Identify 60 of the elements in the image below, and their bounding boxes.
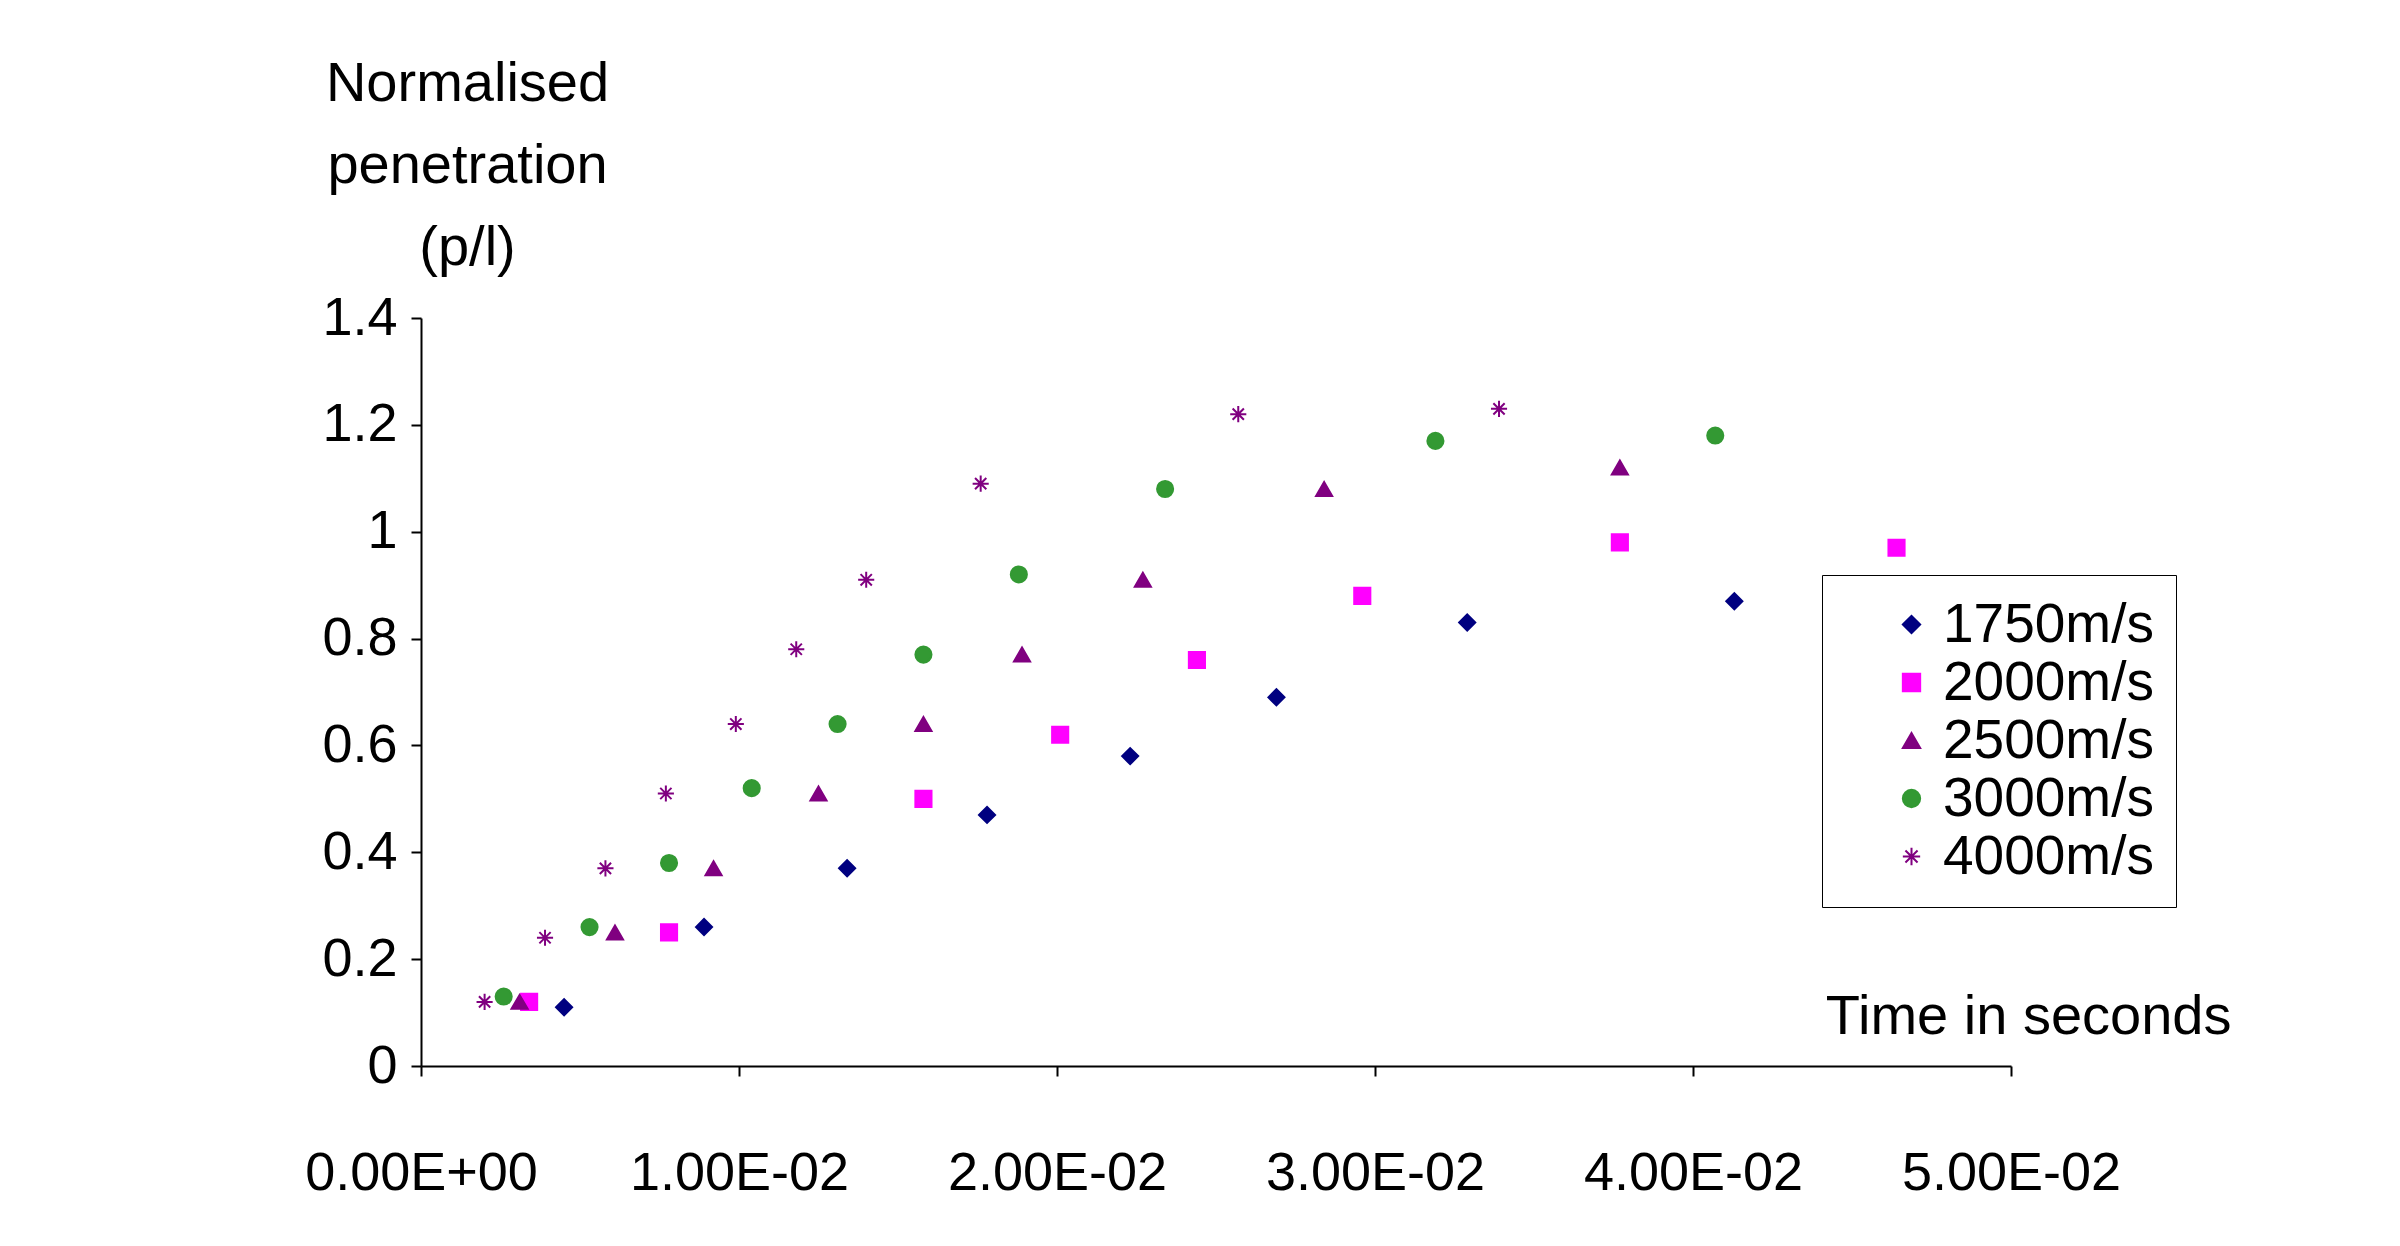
point xyxy=(580,918,599,937)
point xyxy=(1012,646,1032,663)
x-tick-label: 2.00E-02 xyxy=(947,1140,1168,1201)
point xyxy=(1353,586,1372,605)
point xyxy=(1725,592,1744,611)
point xyxy=(787,640,806,659)
point xyxy=(694,918,714,937)
point xyxy=(726,715,745,734)
point xyxy=(971,474,990,493)
point xyxy=(1121,747,1140,766)
y-tick-label: 0.6 xyxy=(322,712,398,773)
point xyxy=(555,998,574,1017)
point xyxy=(1610,533,1629,552)
x-axis-title: Time in seconds xyxy=(1825,982,2232,1046)
y-tick-label: 0.2 xyxy=(322,926,398,987)
x-tick-label: 1.00E-02 xyxy=(629,1140,850,1201)
point xyxy=(1267,688,1286,707)
x-tick-label: 4.00E-02 xyxy=(1583,1140,1804,1201)
point xyxy=(475,992,494,1011)
point xyxy=(659,853,679,873)
point xyxy=(535,928,555,947)
point xyxy=(494,987,513,1006)
point xyxy=(1458,613,1477,632)
point xyxy=(1009,565,1028,584)
point xyxy=(1315,480,1334,497)
point xyxy=(656,784,675,803)
y-tick-label: 0.8 xyxy=(322,606,398,667)
point xyxy=(914,716,933,733)
point xyxy=(914,645,933,664)
point xyxy=(1156,479,1175,499)
point xyxy=(977,805,997,824)
point xyxy=(809,785,828,802)
x-tick-label: 3.00E-02 xyxy=(1265,1140,1486,1201)
point xyxy=(828,715,847,734)
point xyxy=(596,859,615,878)
point xyxy=(1706,426,1725,445)
point xyxy=(914,789,933,808)
point xyxy=(1133,571,1152,588)
point xyxy=(838,859,857,878)
y-tick-label: 0 xyxy=(367,1033,398,1094)
point xyxy=(605,924,625,941)
point xyxy=(1187,650,1206,670)
point xyxy=(742,779,761,798)
point xyxy=(510,993,529,1010)
y-axis-title: Normalised penetration (p/l) xyxy=(325,49,610,277)
point xyxy=(1887,538,1906,557)
x-tick-label: 5.00E-02 xyxy=(1901,1140,2122,1201)
point xyxy=(1610,459,1629,476)
y-tick-label: 1.2 xyxy=(322,392,398,453)
x-tick-label: 0.00E+00 xyxy=(305,1140,538,1201)
point xyxy=(1426,431,1445,450)
point xyxy=(1051,725,1070,744)
point xyxy=(1229,405,1248,424)
point xyxy=(704,860,723,877)
y-tick-label: 1 xyxy=(367,499,398,560)
point xyxy=(857,570,876,589)
point xyxy=(659,923,679,942)
point xyxy=(1489,399,1509,418)
y-tick-label: 1.4 xyxy=(322,285,398,346)
y-tick-label: 0.4 xyxy=(322,819,398,880)
